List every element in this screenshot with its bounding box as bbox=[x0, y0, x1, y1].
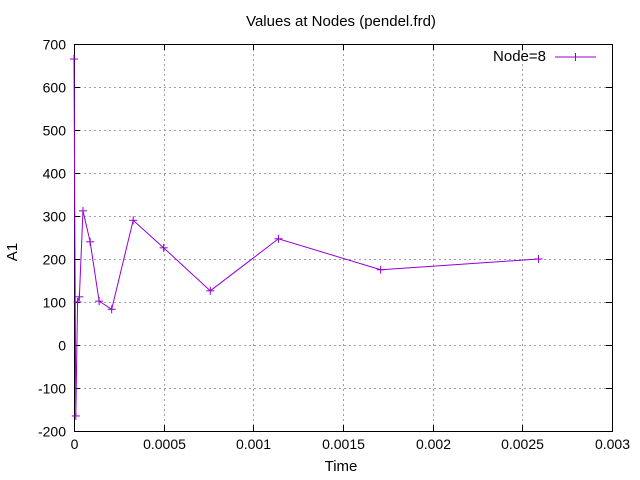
series-layer bbox=[70, 55, 543, 420]
y-tick-label: 300 bbox=[43, 209, 67, 225]
x-tick-label: 0.0005 bbox=[143, 436, 186, 452]
data-point bbox=[95, 297, 104, 306]
data-point bbox=[274, 234, 283, 243]
x-tick-label: 0.003 bbox=[595, 436, 630, 452]
y-tick-label: 600 bbox=[43, 80, 67, 96]
y-tick-label: 100 bbox=[43, 295, 67, 311]
x-tick-label: 0.0015 bbox=[322, 436, 365, 452]
data-point bbox=[129, 216, 138, 225]
y-tick-label: 500 bbox=[43, 123, 67, 139]
data-point bbox=[376, 265, 385, 274]
data-point bbox=[73, 298, 82, 306]
data-point bbox=[206, 286, 215, 295]
data-point bbox=[159, 243, 168, 252]
plot-border bbox=[74, 44, 613, 432]
data-point bbox=[75, 292, 84, 301]
y-tick-label: 400 bbox=[43, 166, 67, 182]
y-tick-label: -100 bbox=[38, 381, 66, 397]
chart-title: Values at Nodes (pendel.frd) bbox=[246, 13, 436, 30]
legend-label: Node=8 bbox=[493, 48, 546, 65]
axis-ticks: 0 0.0005 0.001 0.0015 0.002 0.0025 0.003 -200 -1… bbox=[38, 37, 630, 453]
y-tick-label: 0 bbox=[58, 338, 66, 354]
x-tick-label: 0.001 bbox=[236, 436, 271, 452]
legend: Node=8 bbox=[493, 48, 596, 65]
data-point bbox=[534, 255, 543, 263]
data-point bbox=[78, 206, 87, 215]
grid bbox=[74, 44, 612, 431]
data-point bbox=[70, 55, 78, 64]
data-point bbox=[71, 411, 80, 420]
y-tick-label: 200 bbox=[43, 252, 67, 268]
y-tick-label: -200 bbox=[38, 424, 66, 440]
x-axis-label: Time bbox=[325, 458, 358, 475]
x-tick-label: 0.0025 bbox=[501, 436, 544, 452]
series-line bbox=[73, 59, 539, 416]
y-axis-label: A1 bbox=[4, 243, 21, 261]
plot-frame bbox=[74, 44, 613, 432]
data-point bbox=[86, 237, 95, 246]
x-tick-label: 0 bbox=[71, 436, 79, 452]
data-point bbox=[107, 305, 116, 314]
x-tick-label: 0.002 bbox=[416, 436, 451, 452]
y-tick-label: 700 bbox=[43, 37, 67, 53]
